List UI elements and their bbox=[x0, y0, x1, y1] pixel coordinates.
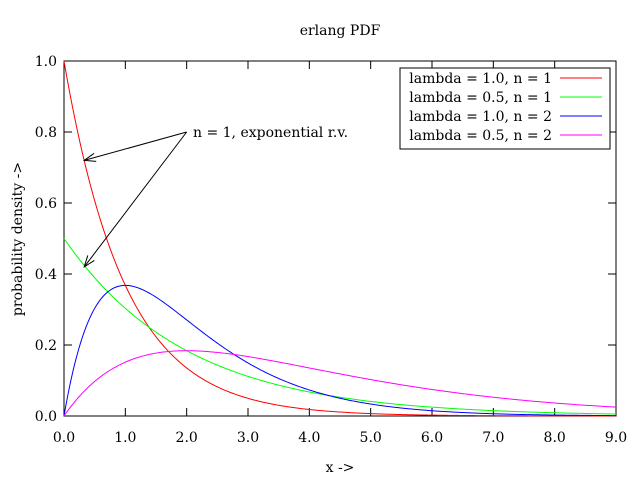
y-tick-label: 0.8 bbox=[35, 125, 57, 141]
y-tick-label: 0.2 bbox=[35, 338, 57, 354]
x-tick-label: 7.0 bbox=[482, 430, 504, 446]
x-tick-label: 5.0 bbox=[360, 430, 382, 446]
y-tick-label: 0.0 bbox=[35, 409, 57, 425]
x-tick-label: 9.0 bbox=[605, 430, 627, 446]
x-tick-label: 8.0 bbox=[544, 430, 566, 446]
x-tick-label: 6.0 bbox=[421, 430, 443, 446]
series-line-1 bbox=[63, 60, 617, 417]
legend-label-1: lambda = 1.0, n = 1 bbox=[409, 71, 552, 87]
legend-label-2: lambda = 0.5, n = 1 bbox=[409, 90, 552, 106]
x-tick-label: 0.0 bbox=[53, 430, 75, 446]
x-tick-label: 4.0 bbox=[298, 430, 320, 446]
annotation: n = 1, exponential r.v. bbox=[82, 125, 348, 269]
legend-label-3: lambda = 1.0, n = 2 bbox=[409, 109, 552, 125]
x-tick-label: 3.0 bbox=[237, 430, 259, 446]
annotation-arrowhead-1 bbox=[82, 153, 97, 162]
plot-frame bbox=[63, 60, 617, 417]
chart-title: erlang PDF bbox=[300, 23, 381, 39]
annotation-arrowhead-2 bbox=[83, 255, 95, 269]
series-line-2 bbox=[63, 238, 617, 415]
series-line-3 bbox=[63, 284, 617, 417]
y-tick-label: 0.4 bbox=[35, 267, 57, 283]
x-tick-label: 2.0 bbox=[176, 430, 198, 446]
annotation-arrow-2 bbox=[83, 131, 188, 268]
x-axis: 0.0 1.0 2.0 3.0 4.0 5.0 6.0 7.0 8.0 9.0 bbox=[53, 61, 627, 446]
y-axis: 0.0 0.2 0.4 0.6 0.8 1.0 bbox=[35, 54, 616, 425]
x-tick-label: 1.0 bbox=[114, 430, 136, 446]
x-axis-label: x -> bbox=[326, 460, 355, 476]
legend-label-4: lambda = 0.5, n = 2 bbox=[409, 128, 552, 144]
y-tick-label: 1.0 bbox=[35, 54, 57, 70]
annotation-text: n = 1, exponential r.v. bbox=[193, 125, 348, 141]
y-axis-label: probability density -> bbox=[10, 162, 26, 316]
series-lines bbox=[63, 60, 617, 417]
legend: lambda = 1.0, n = 1 lambda = 0.5, n = 1 la… bbox=[399, 67, 611, 150]
y-tick-label: 0.6 bbox=[35, 196, 57, 212]
annotation-arrow-1 bbox=[84, 131, 187, 161]
series-line-4 bbox=[63, 350, 617, 417]
